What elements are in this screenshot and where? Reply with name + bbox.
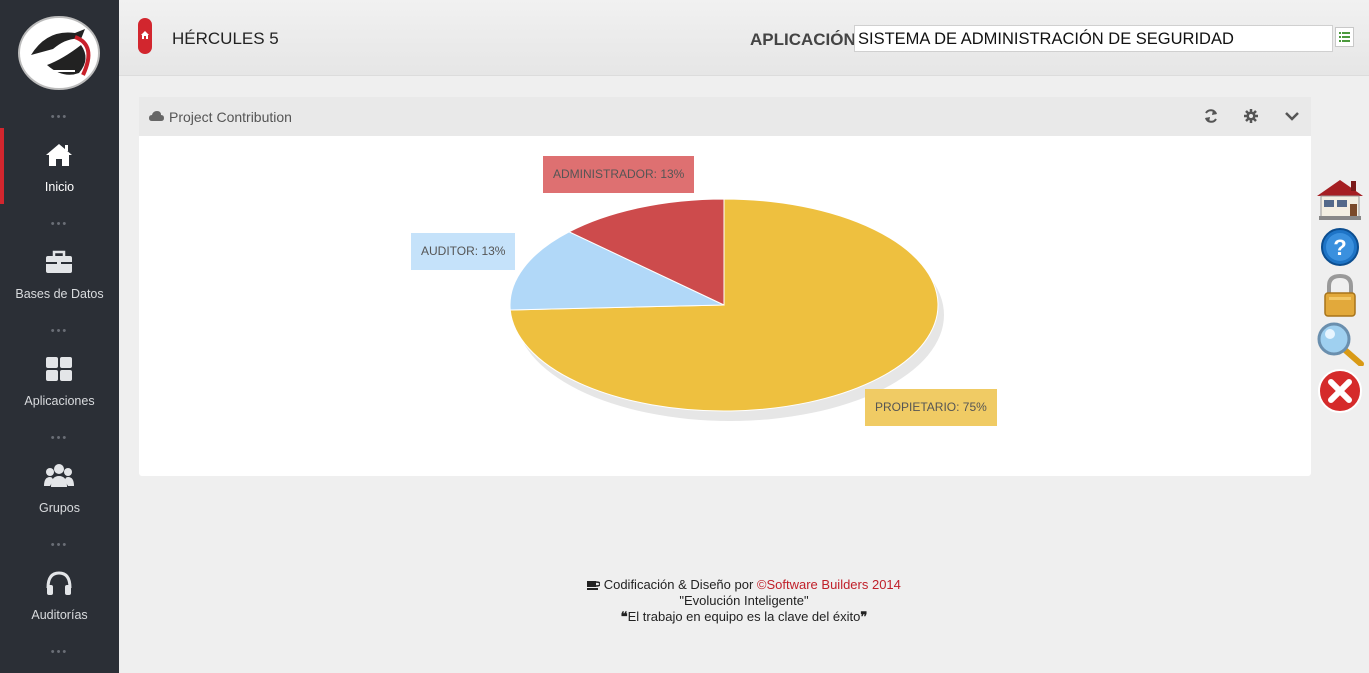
footer-credit-text: Codificación & Diseño por xyxy=(603,577,757,592)
pie-slice-auditor[interactable] xyxy=(509,231,725,311)
pie-label-administrador: ADMINISTRADOR: 13% xyxy=(543,156,695,193)
footer-slogan: "Evolución Inteligente" xyxy=(679,593,809,608)
footer-brand-link[interactable]: ©Software Builders 2014 xyxy=(756,577,901,592)
app-title: HÉRCULES 5 xyxy=(172,29,279,48)
widget-body: PROPIETARIO: 75% AUDITOR: 13% ADMINISTRA… xyxy=(139,136,1311,476)
coffee-icon xyxy=(587,581,601,590)
sidebar-item-label: Auditorías xyxy=(31,608,88,622)
magnifier-icon[interactable] xyxy=(1315,320,1365,366)
home-button[interactable] xyxy=(138,18,152,54)
lock-icon[interactable] xyxy=(1315,272,1365,318)
sidebar-item-aplicaciones[interactable]: Aplicaciones xyxy=(0,342,119,418)
footer-credits: Codificación & Diseño por ©Software Buil… xyxy=(119,577,1369,592)
sidebar-item-inicio[interactable]: Inicio xyxy=(0,128,119,204)
grid-icon xyxy=(46,357,72,381)
top-header: HÉRCULES 5 APLICACIÓN: SISTEMA DE ADMINI… xyxy=(119,0,1369,76)
house-icon[interactable] xyxy=(1315,176,1365,222)
headphones-icon xyxy=(46,571,72,595)
home-icon xyxy=(141,31,149,39)
pie-chart xyxy=(509,198,944,421)
widget-header: Project Contribution xyxy=(139,97,1311,136)
sidebar: ••• Inicio ••• Bases de Datos ••• Aplica… xyxy=(0,0,119,673)
briefcase-icon xyxy=(46,250,72,273)
footer-quote: ❝El trabajo en equipo es la clave del éx… xyxy=(119,609,1369,625)
cloud-icon xyxy=(149,111,164,121)
users-icon xyxy=(44,464,74,487)
pie-label-auditor: AUDITOR: 13% xyxy=(411,233,516,270)
divider-dots: ••• xyxy=(50,539,69,551)
sidebar-item-label: Bases de Datos xyxy=(15,287,104,301)
quote-close-icon: ❞ xyxy=(860,609,868,624)
sidebar-item-label: Aplicaciones xyxy=(24,394,95,408)
quote-open-icon: ❝ xyxy=(620,609,628,624)
list-icon xyxy=(1339,32,1350,42)
refresh-icon[interactable] xyxy=(1203,108,1219,124)
gear-icon[interactable] xyxy=(1243,108,1259,124)
divider-dots: ••• xyxy=(50,218,69,230)
sidebar-item-bases-de-datos[interactable]: Bases de Datos xyxy=(0,235,119,311)
home-icon xyxy=(46,144,72,166)
divider-dots: ••• xyxy=(50,432,69,444)
chevron-down-icon[interactable] xyxy=(1284,108,1300,124)
pie-label-propietario: PROPIETARIO: 75% xyxy=(865,389,997,426)
application-field[interactable]: SISTEMA DE ADMINISTRACIÓN DE SEGURIDAD xyxy=(854,25,1333,52)
sidebar-item-grupos[interactable]: Grupos xyxy=(0,449,119,525)
widget-title: Project Contribution xyxy=(169,109,292,125)
divider-dots: ••• xyxy=(50,111,69,123)
logo xyxy=(18,16,100,90)
pie-slice-administrador[interactable] xyxy=(568,198,725,306)
application-list-button[interactable] xyxy=(1335,27,1354,47)
divider-dots: ••• xyxy=(50,646,69,658)
sidebar-item-auditorias[interactable]: Auditorías xyxy=(0,556,119,632)
sidebar-item-label: Inicio xyxy=(44,180,75,194)
application-label: APLICACIÓN: xyxy=(750,30,862,49)
divider-dots: ••• xyxy=(50,325,69,337)
svg-text:?: ? xyxy=(1333,235,1346,260)
footer-quote-text: El trabajo en equipo es la clave del éxi… xyxy=(627,609,861,624)
sidebar-item-label: Grupos xyxy=(39,501,80,515)
help-icon[interactable]: ? xyxy=(1315,224,1365,270)
close-icon[interactable] xyxy=(1315,368,1365,414)
